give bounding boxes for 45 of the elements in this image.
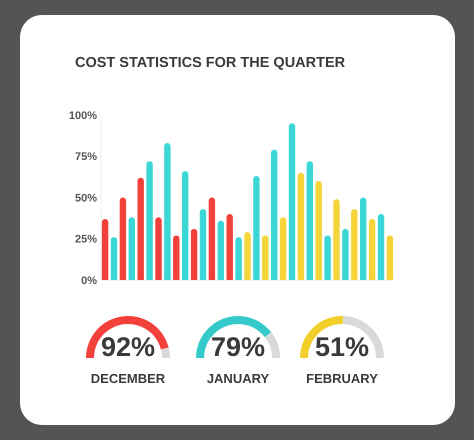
- bar: [262, 235, 269, 280]
- bar: [253, 176, 260, 280]
- bar: [244, 232, 251, 280]
- bar: [137, 178, 144, 280]
- chart-title: COST STATISTICS FOR THE QUARTER: [75, 55, 346, 71]
- bar: [378, 214, 384, 280]
- y-tick-label: 100%: [68, 110, 98, 122]
- bar: [120, 198, 126, 280]
- bar: [288, 123, 296, 280]
- bar: [351, 209, 358, 280]
- bar: [190, 228, 198, 280]
- bar: [235, 237, 242, 280]
- text: DECEMBER: [90, 371, 166, 386]
- bar: [333, 199, 340, 280]
- bar: [298, 172, 304, 280]
- bar: [164, 143, 171, 280]
- bar: [280, 217, 286, 280]
- data-label: 79%: [210, 332, 266, 362]
- data-label: 51%: [314, 332, 370, 362]
- bar: [316, 181, 322, 280]
- bar: [342, 228, 349, 280]
- bar: [386, 235, 394, 280]
- bar: [110, 237, 118, 280]
- bar: [182, 171, 188, 280]
- bar: [173, 235, 180, 280]
- bar: [324, 235, 331, 280]
- bar: [306, 161, 314, 280]
- bar: [146, 161, 153, 280]
- text: FEBRUARY: [306, 371, 378, 386]
- bar: [155, 217, 162, 280]
- y-tick-label: 75%: [74, 151, 98, 164]
- text: JANUARY: [206, 371, 270, 386]
- bar: [368, 218, 376, 280]
- y-tick-label: 0%: [81, 274, 98, 287]
- bar: [128, 217, 135, 280]
- bar: [102, 218, 108, 280]
- bar: [208, 198, 216, 280]
- y-tick-label: 50%: [74, 192, 98, 204]
- bar: [360, 198, 366, 280]
- data-label: 92%: [100, 332, 156, 362]
- bar: [200, 209, 206, 280]
- y-tick-label: 25%: [74, 234, 98, 246]
- bar: [270, 150, 278, 280]
- bar: [226, 214, 233, 280]
- bar: [218, 220, 224, 280]
